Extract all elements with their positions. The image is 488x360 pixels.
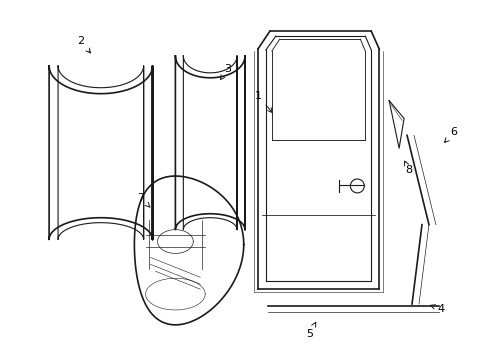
Text: 3: 3 [220,64,231,80]
Text: 4: 4 [430,304,444,314]
Text: 2: 2 [77,36,90,53]
Text: 7: 7 [137,193,149,207]
Text: 1: 1 [254,91,272,113]
Text: 5: 5 [305,322,315,339]
Text: 8: 8 [404,161,412,175]
Text: 6: 6 [444,127,456,143]
